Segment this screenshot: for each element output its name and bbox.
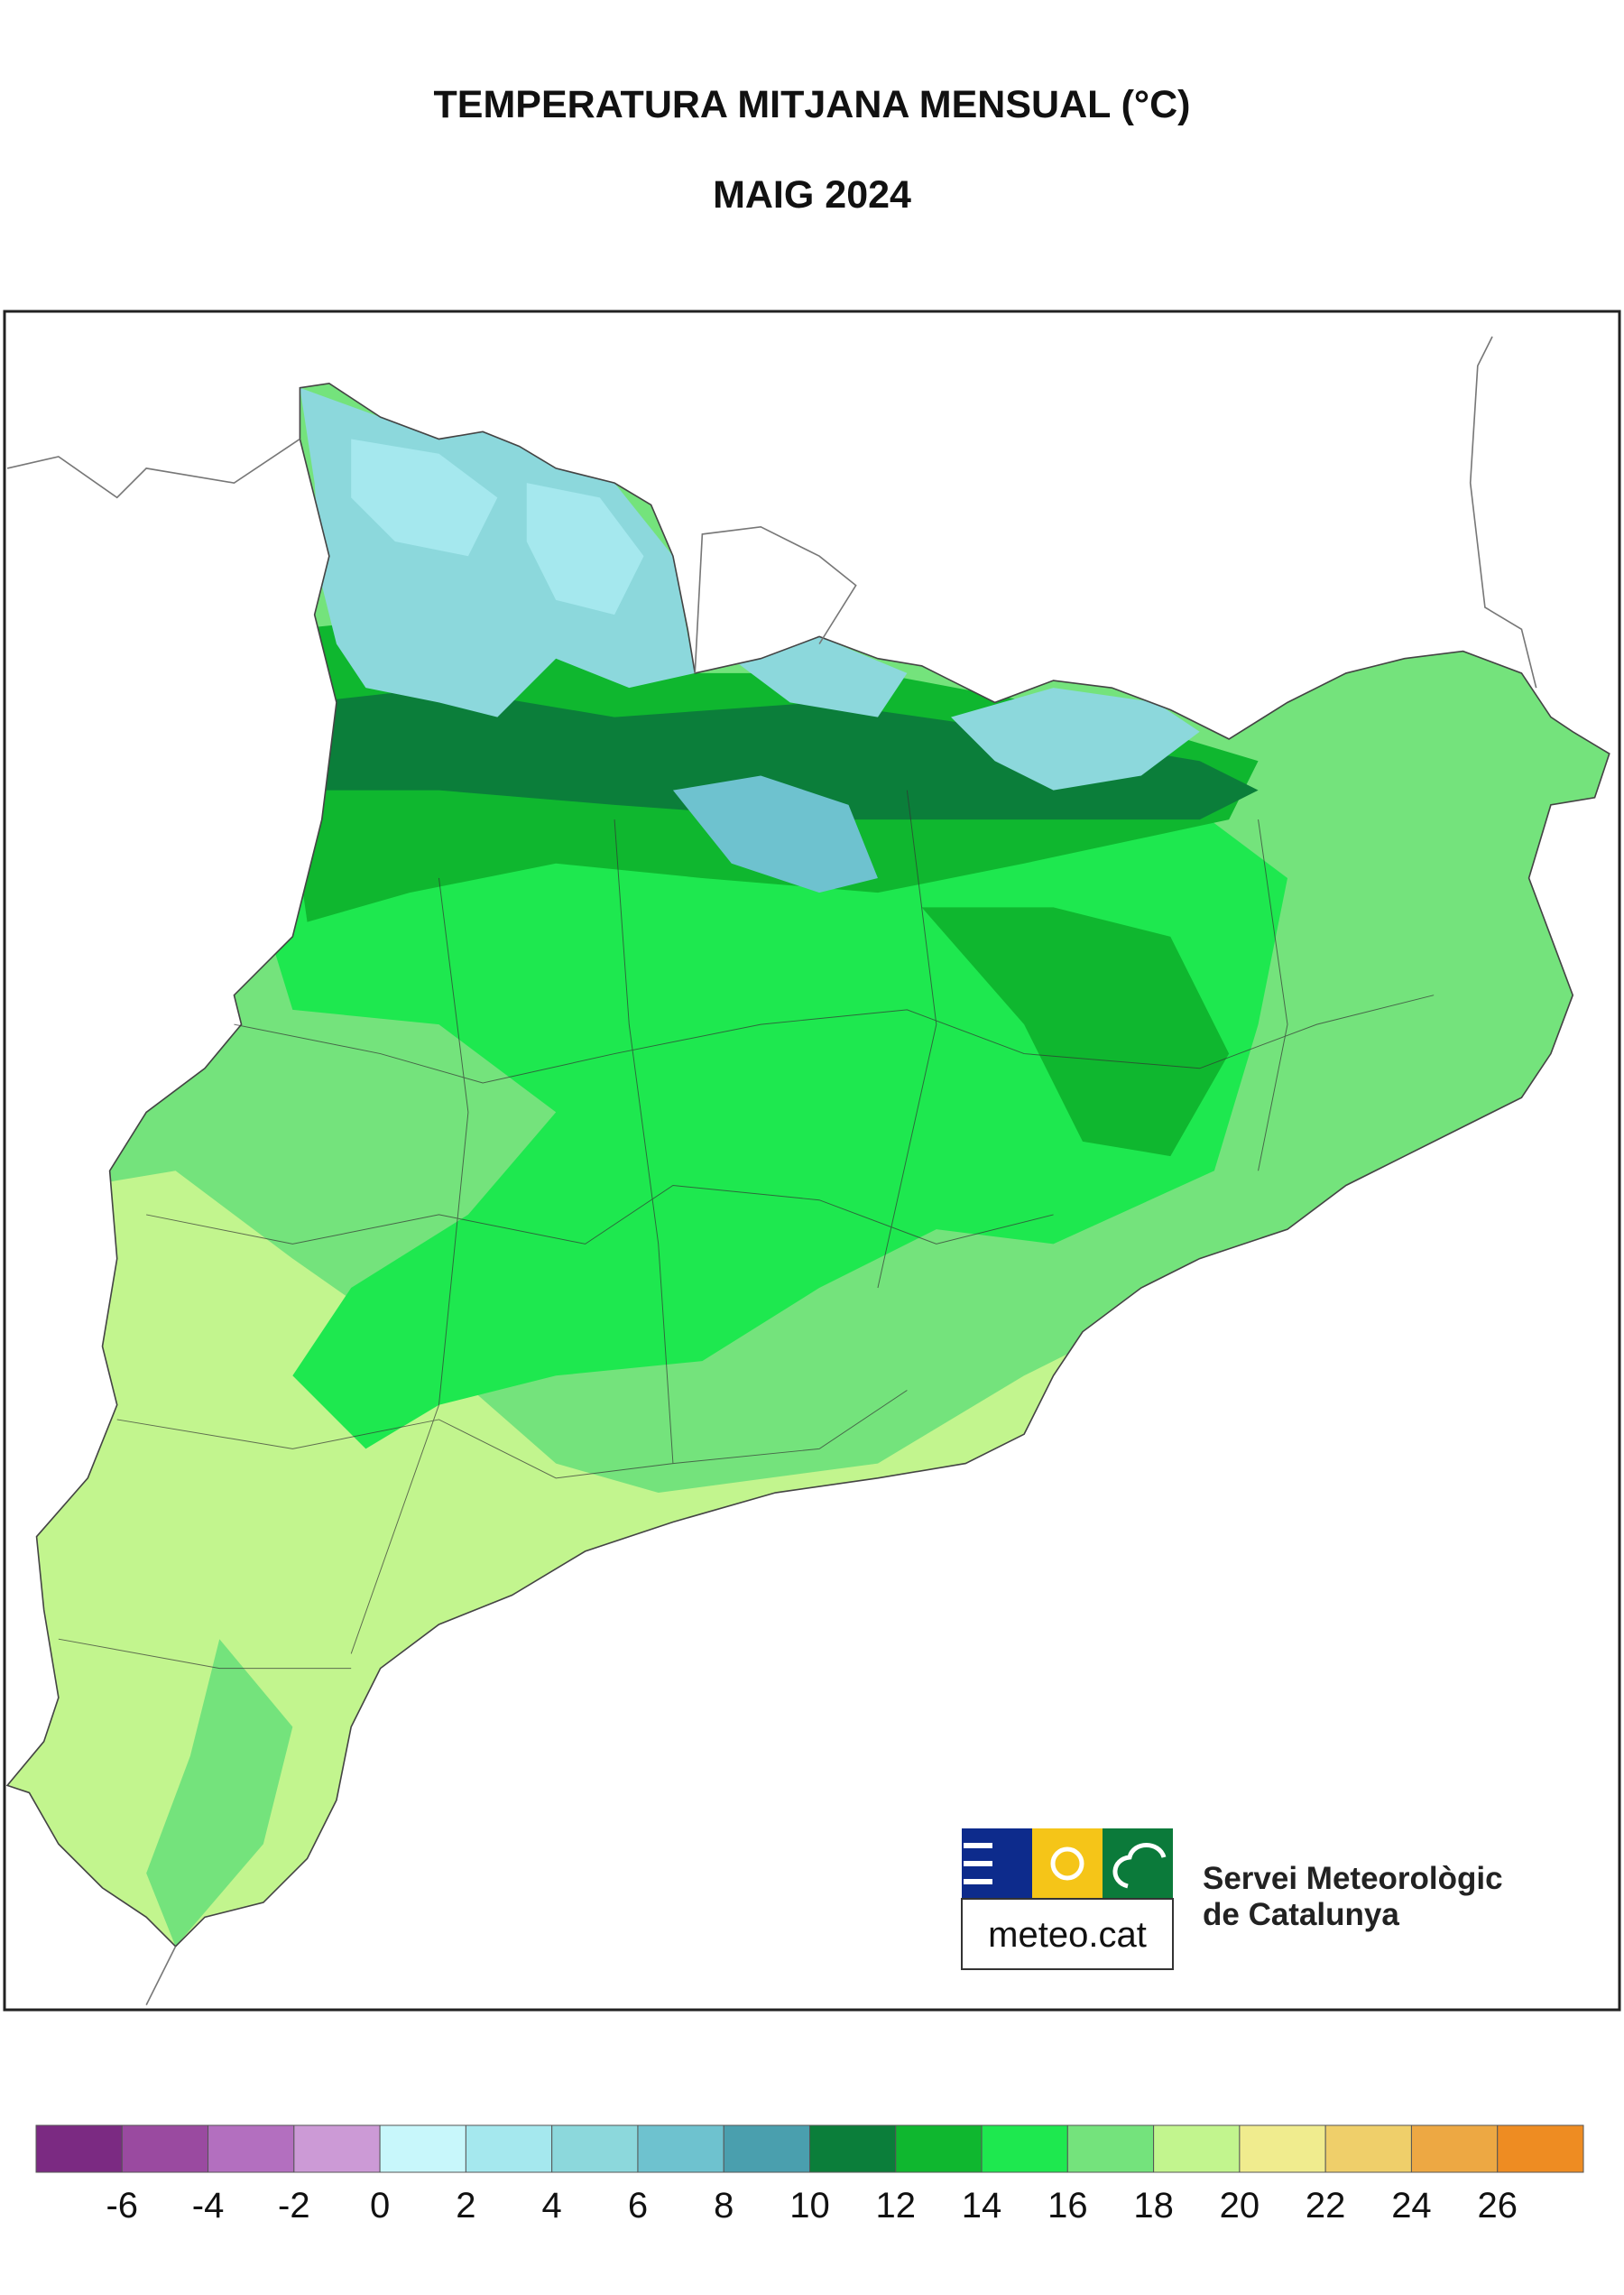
legend-tick-label: 0: [370, 2186, 390, 2226]
legend-swatch: [895, 2124, 983, 2173]
zone: [672, 775, 878, 893]
legend-swatch: [1497, 2124, 1584, 2173]
legend-swatch: [35, 2124, 123, 2173]
legend-tick-label: -4: [192, 2186, 225, 2226]
legend-tick-label: 2: [456, 2186, 475, 2226]
legend-swatch: [1153, 2124, 1241, 2173]
org-name: de Catalunya: [1203, 1897, 1399, 1932]
legend-tick-label: 24: [1391, 2186, 1432, 2226]
legend-swatch: [723, 2124, 811, 2173]
legend-tick-label: 6: [628, 2186, 648, 2226]
logo-box: [961, 1898, 1174, 1970]
legend-tick-label: 14: [962, 2186, 1002, 2226]
county-borders: [58, 790, 1435, 1670]
zone: [731, 636, 908, 717]
legend-swatch: [379, 2124, 466, 2173]
zone: [307, 688, 1259, 820]
legend-swatch: [1066, 2124, 1155, 2173]
legend-swatch: [208, 2124, 295, 2173]
legend-tick-label: 12: [876, 2186, 917, 2226]
zone: [146, 1639, 293, 1947]
logo-sun: [1032, 1828, 1103, 1899]
legend-swatch: [981, 2124, 1068, 2173]
country-borders: [6, 336, 1537, 2005]
legend-swatch: [293, 2124, 381, 2173]
legend-tick-label: 26: [1477, 2186, 1518, 2226]
legend-tick-label: 10: [789, 2186, 830, 2226]
zone: [951, 688, 1200, 791]
legend-swatch: [1324, 2124, 1412, 2173]
legend: -6 -4 -2 0 2 4 6 8 10 12 14 16 18 20 22 24 26: [35, 2124, 1584, 2226]
legend-tick-label: 16: [1047, 2186, 1088, 2226]
legend-swatch: [637, 2124, 724, 2173]
zone: [351, 439, 498, 557]
logo: meteo.cat Servei Meteorològic de Catalun…: [961, 1828, 1503, 1970]
org-name: Servei Meteorològic: [1203, 1861, 1503, 1896]
legend-tick-label: 4: [542, 2186, 562, 2226]
legend-tick-label: 22: [1306, 2186, 1346, 2226]
legend-swatch: [465, 2124, 553, 2173]
legend-tick-label: -2: [278, 2186, 310, 2226]
legend-tick-label: 8: [714, 2186, 734, 2226]
legend-tick-label: 18: [1133, 2186, 1174, 2226]
logo-sun-disc: [1050, 1846, 1084, 1881]
legend-swatch: [1239, 2124, 1326, 2173]
zone: [526, 483, 644, 615]
logo-lines: [964, 1843, 992, 1884]
zone: [921, 907, 1230, 1157]
legend-swatch: [121, 2124, 209, 2173]
logo-cloud: [1103, 1828, 1173, 1899]
map-subtitle: MAIG 2024: [713, 173, 911, 217]
legend-swatch: [809, 2124, 897, 2173]
legend-swatch: [1410, 2124, 1499, 2173]
legend-tick-label: -6: [106, 2186, 138, 2226]
logo-text: meteo.cat: [988, 1915, 1147, 1955]
legend-tick-label: 20: [1220, 2186, 1260, 2226]
logo-cloud-shape: [1112, 1843, 1167, 1889]
map-title: TEMPERATURA MITJANA MENSUAL (°C): [434, 83, 1191, 126]
legend-swatch: [551, 2124, 639, 2173]
